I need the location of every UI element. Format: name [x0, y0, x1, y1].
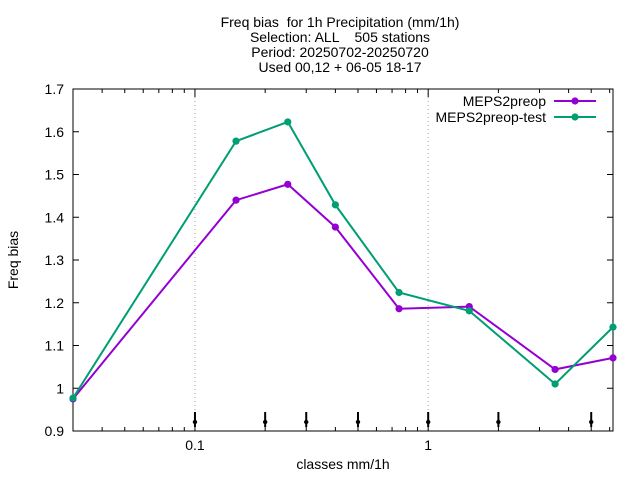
y-tick-label: 1.3 — [45, 252, 65, 268]
x-axis-label: classes mm/1h — [296, 456, 389, 472]
y-tick-label: 1.1 — [45, 338, 65, 354]
y-tick-label: 1.4 — [45, 209, 65, 225]
threshold-markers — [192, 412, 594, 427]
data-point-meps2preop — [609, 354, 617, 362]
y-tick-label: 1.2 — [45, 295, 65, 311]
title-line-3: Period: 20250702-20250720 — [251, 44, 429, 60]
series-line-meps2preop-test — [72, 120, 614, 399]
data-point-meps2preop — [331, 223, 339, 231]
chart-title: Freq bias for 1h Precipitation (mm/1h) S… — [221, 14, 460, 75]
threshold-marker-dot — [262, 419, 268, 425]
data-point-meps2preop-test — [395, 288, 403, 297]
data-point-meps2preop-test — [551, 380, 559, 388]
y-tick-label: 1.7 — [45, 81, 65, 97]
legend: MEPS2preop MEPS2preop-test — [436, 93, 596, 125]
legend-label-meps2preop: MEPS2preop — [463, 93, 546, 109]
threshold-marker-dot — [192, 419, 198, 425]
title-line-1: Freq bias for 1h Precipitation (mm/1h) — [221, 14, 460, 30]
x-tick-label: 1 — [424, 437, 432, 453]
series-layer — [69, 118, 617, 403]
title-line-2: Selection: ALL 505 stations — [250, 29, 430, 45]
y-axis-label: Freq bias — [5, 231, 21, 289]
y-tick-label: 1 — [56, 380, 64, 396]
y-axis: 0.9 1 1.1 1.2 1.3 1.4 1.5 1.6 1.7 — [45, 81, 613, 439]
series-line-meps2preop — [72, 183, 614, 400]
x-tick-label: 0.1 — [185, 437, 205, 453]
threshold-marker-dot — [589, 419, 594, 425]
data-point-meps2preop-test — [69, 394, 77, 402]
x-axis: 0.1 1 — [72, 89, 611, 453]
plot-frame — [72, 88, 614, 432]
data-point-meps2preop — [232, 196, 240, 204]
data-point-meps2preop — [284, 180, 292, 188]
y-tick-label: 1.6 — [45, 124, 65, 140]
data-point-meps2preop-test — [331, 201, 339, 209]
data-point-meps2preop — [395, 305, 403, 313]
threshold-marker-dot — [496, 419, 501, 425]
threshold-marker-dot — [355, 419, 361, 425]
title-line-4: Used 00,12 + 06-05 18-17 — [258, 59, 421, 75]
y-tick-label: 1.5 — [45, 167, 65, 183]
threshold-marker-dot — [304, 419, 309, 425]
data-point-meps2preop-test — [609, 323, 617, 331]
grid — [194, 89, 429, 431]
data-point-meps2preop-test — [232, 137, 240, 145]
legend-marker-meps2preop — [571, 97, 579, 105]
threshold-marker-dot — [425, 419, 431, 425]
legend-marker-meps2preop-test — [571, 113, 579, 121]
data-point-meps2preop-test — [465, 307, 473, 315]
legend-label-meps2preop-test: MEPS2preop-test — [436, 109, 547, 125]
data-point-meps2preop-test — [284, 118, 292, 126]
y-tick-label: 0.9 — [45, 423, 65, 439]
series-meps2preop-test — [69, 118, 617, 402]
data-point-meps2preop — [551, 365, 559, 374]
